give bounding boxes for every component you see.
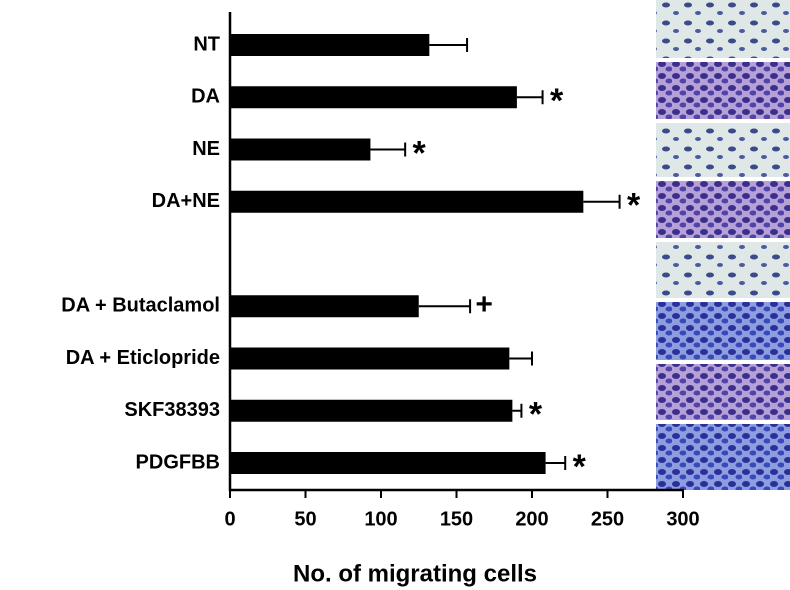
x-tick-label: 150	[440, 508, 473, 530]
x-tick-label: 300	[666, 508, 699, 530]
category-label: DA	[191, 86, 220, 108]
micrograph	[656, 302, 790, 360]
significance-mark: *	[413, 134, 427, 172]
bar	[230, 86, 517, 109]
bar	[230, 452, 546, 474]
significance-mark: *	[550, 82, 564, 120]
micrograph	[656, 181, 790, 238]
bar	[230, 34, 430, 56]
x-tick-label: 50	[294, 508, 316, 530]
category-label: DA + Butaclamol	[61, 295, 220, 317]
bar	[230, 295, 419, 318]
bar	[230, 347, 510, 370]
micrograph	[656, 123, 790, 177]
bar	[230, 138, 371, 161]
category-label: NE	[192, 138, 220, 160]
micrograph-panels	[656, 0, 790, 490]
category-label: SKF38393	[124, 399, 220, 421]
significance-mark: *	[529, 396, 543, 434]
significance-mark: +	[475, 288, 493, 321]
micrograph	[656, 364, 790, 420]
x-axis-label: No. of migrating cells	[293, 560, 537, 587]
micrograph	[656, 0, 790, 58]
micrograph	[656, 62, 790, 119]
category-label: NT	[193, 33, 220, 55]
x-tick-label: 0	[224, 508, 235, 530]
significance-mark: *	[573, 448, 587, 486]
x-tick-label: 250	[591, 508, 624, 530]
significance-mark: *	[627, 187, 641, 225]
x-tick-label: 200	[515, 508, 548, 530]
micrograph	[656, 242, 790, 298]
category-label: DA+NE	[152, 190, 220, 212]
x-tick-label: 100	[364, 508, 397, 530]
bar	[230, 190, 584, 213]
category-label: DA + Eticlopride	[66, 347, 220, 369]
micrograph	[656, 424, 790, 490]
bar	[230, 399, 513, 422]
category-label: PDGFBB	[136, 451, 220, 473]
